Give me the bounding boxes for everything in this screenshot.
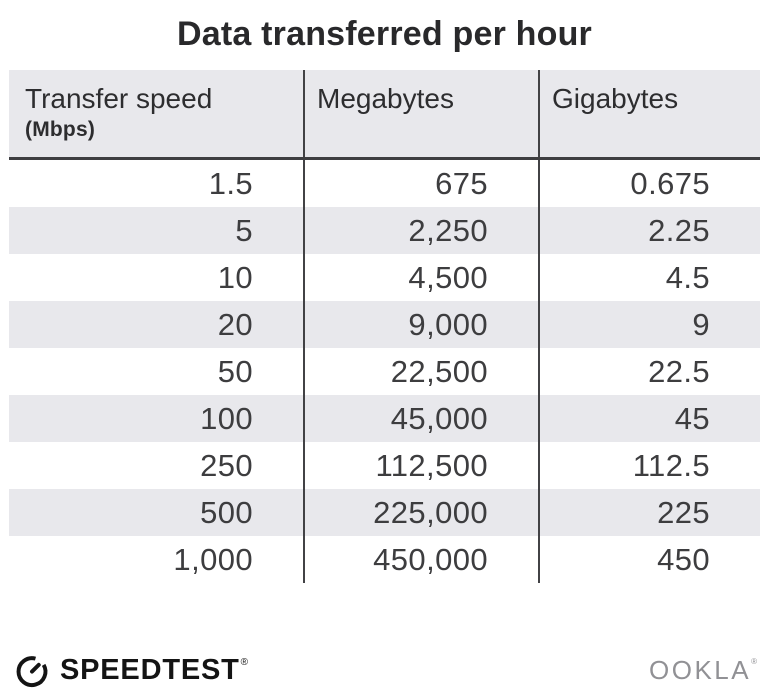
- page-title: Data transferred per hour: [177, 15, 592, 53]
- ookla-registered-trademark-icon: ®: [751, 656, 757, 666]
- table-cell: 500: [200, 494, 253, 530]
- table-cell: 20: [217, 306, 253, 342]
- table-cell: 10: [217, 259, 253, 295]
- table-cell: 5: [235, 212, 253, 248]
- table-row: 500 225,000 225: [9, 489, 760, 536]
- footer: SPEEDTEST ® OOKLA ®: [13, 646, 757, 694]
- table-cell: 9,000: [303, 301, 538, 348]
- ookla-wordmark: OOKLA: [649, 654, 752, 685]
- speedtest-logo: SPEEDTEST ®: [13, 651, 248, 689]
- table-cell: 112.5: [538, 442, 760, 489]
- table-cell: 100: [200, 400, 253, 436]
- column-header-transfer-speed: Transfer speed (Mbps): [9, 70, 303, 157]
- table-row: 250 112,500 112.5: [9, 442, 760, 489]
- table-cell: 9: [538, 301, 760, 348]
- speedometer-gauge-icon: [16, 656, 48, 687]
- table-row: 100 45,000 45: [9, 395, 760, 442]
- column-header-transfer-speed-label: Transfer speed: [25, 83, 213, 114]
- column-header-megabytes: Megabytes: [303, 70, 538, 157]
- table-cell: 250: [200, 447, 253, 483]
- table-cell: 22,500: [303, 348, 538, 395]
- table-cell: 1,000: [173, 541, 253, 577]
- table-cell: 225,000: [303, 489, 538, 536]
- table-cell: 4,500: [303, 254, 538, 301]
- table-cell: 2.25: [538, 207, 760, 254]
- table-row: 1,000 450,000 450: [9, 536, 760, 583]
- table-cell: 112,500: [303, 442, 538, 489]
- table-cell: 22.5: [538, 348, 760, 395]
- table-row: 50 22,500 22.5: [9, 348, 760, 395]
- column-header-gigabytes: Gigabytes: [538, 70, 760, 157]
- table-cell: 4.5: [538, 254, 760, 301]
- table-cell: 675: [303, 160, 538, 207]
- column-header-transfer-speed-unit: (Mbps): [25, 118, 96, 142]
- table-cell: 45: [538, 395, 760, 442]
- table-cell: 225: [538, 489, 760, 536]
- table-cell: 0.675: [538, 160, 760, 207]
- table-cell: 450,000: [303, 536, 538, 583]
- table-row: 10 4,500 4.5: [9, 254, 760, 301]
- table-row: 5 2,250 2.25: [9, 207, 760, 254]
- speedtest-wordmark: SPEEDTEST: [60, 653, 240, 686]
- table-cell: 50: [217, 353, 253, 389]
- table-cell: 450: [538, 536, 760, 583]
- table-row: 1.5 675 0.675: [9, 160, 760, 207]
- table-row: 20 9,000 9: [9, 301, 760, 348]
- table-cell: 1.5: [208, 165, 253, 201]
- table-cell: 45,000: [303, 395, 538, 442]
- ookla-logo: OOKLA ®: [649, 655, 757, 686]
- table-body: 1.5 675 0.675 5 2,250 2.25 10 4,500 4.5 20 9,000 9 5…: [9, 160, 760, 583]
- registered-trademark-icon: ®: [240, 657, 249, 668]
- data-table: Transfer speed (Mbps) Megabytes Gigabyte…: [9, 70, 760, 583]
- table-header-row: Transfer speed (Mbps) Megabytes Gigabyte…: [9, 70, 760, 160]
- table-cell: 2,250: [303, 207, 538, 254]
